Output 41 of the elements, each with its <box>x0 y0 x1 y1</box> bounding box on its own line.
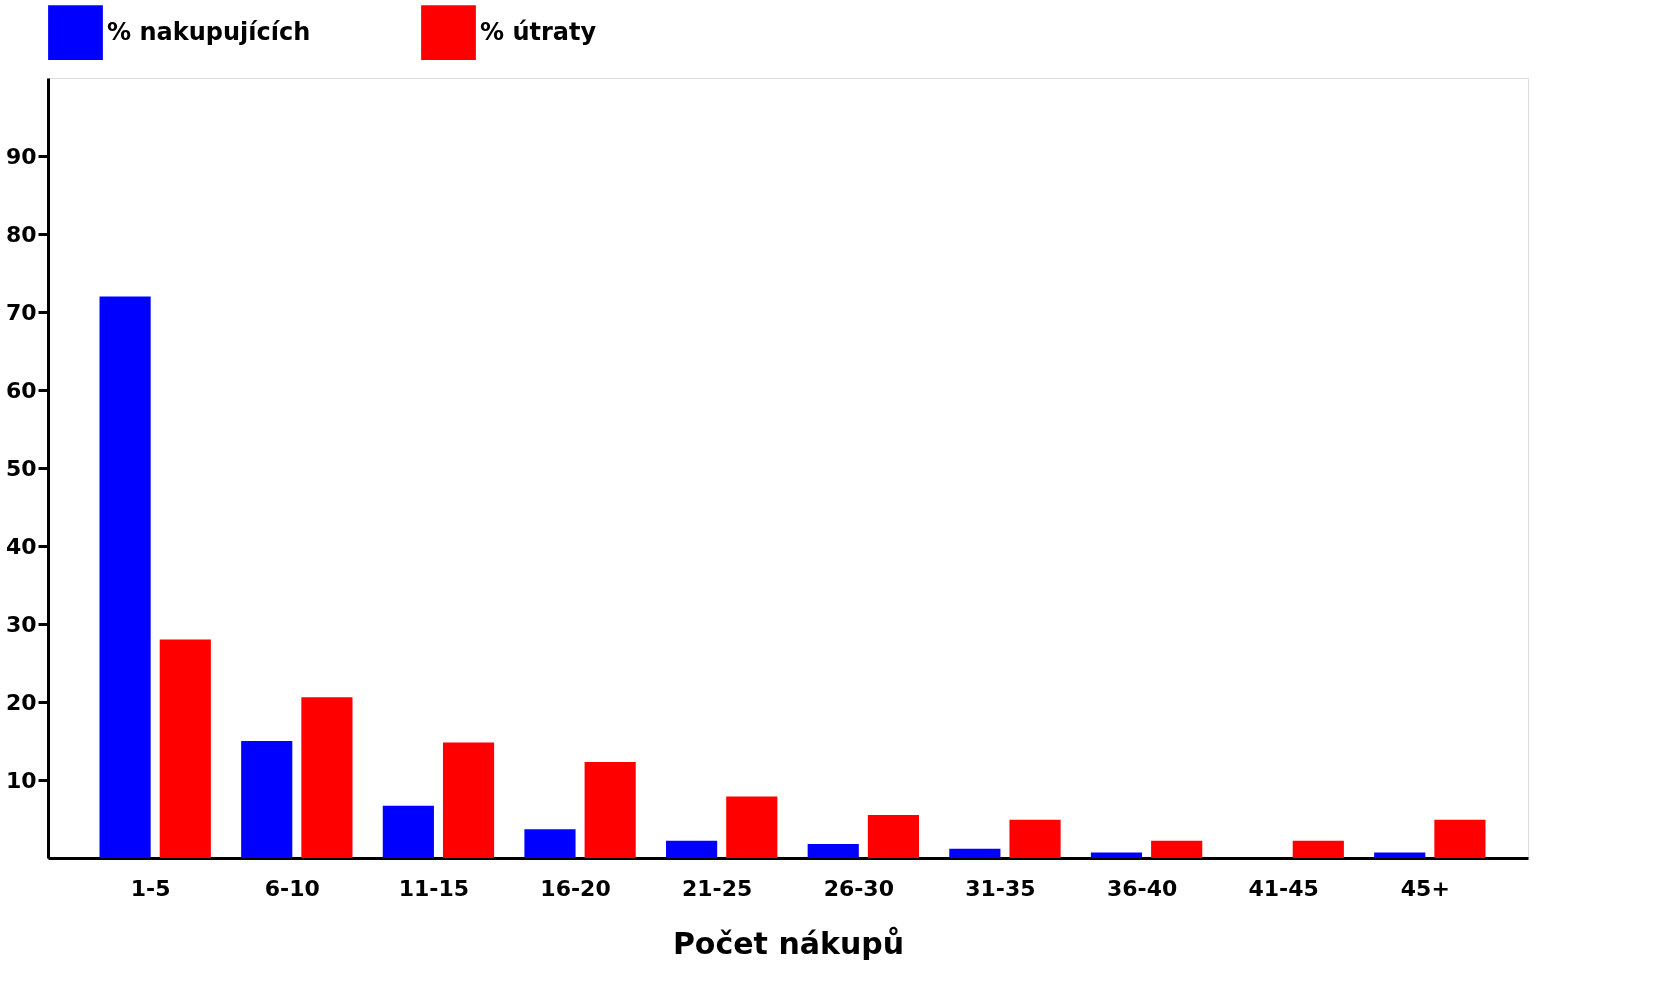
y-tick-label: 50 <box>5 455 37 481</box>
y-tick-label: 10 <box>5 767 37 793</box>
x-tick-label: 41-45 <box>1248 875 1319 901</box>
y-tick-label: 80 <box>5 221 37 247</box>
y-tick-label: 90 <box>5 143 37 169</box>
bar <box>442 742 495 858</box>
x-tick-label: 1-5 <box>130 875 171 901</box>
y-tick-label: 70 <box>5 299 37 325</box>
legend-label: % útraty <box>480 17 597 46</box>
bar <box>807 843 859 858</box>
bar <box>99 296 151 858</box>
x-tick-label: 45+ <box>1400 875 1450 901</box>
bar <box>726 796 778 858</box>
bar <box>666 840 718 858</box>
bar <box>1090 852 1143 858</box>
y-tick-label: 30 <box>5 611 37 637</box>
x-axis-title: Počet nákupů <box>672 925 905 961</box>
y-tick-label: 60 <box>5 377 37 403</box>
bar <box>1374 852 1426 858</box>
x-tick-label: 36-40 <box>1106 875 1178 901</box>
bar <box>382 805 434 858</box>
bar <box>867 815 919 858</box>
bar <box>1009 819 1061 858</box>
x-tick-label: 6-10 <box>264 875 320 901</box>
x-tick-label: 21-25 <box>682 875 753 901</box>
bar <box>1151 840 1203 858</box>
bar <box>1434 819 1486 858</box>
bar <box>584 762 636 858</box>
bar <box>949 848 1001 858</box>
bar <box>159 639 211 858</box>
bar <box>524 829 576 858</box>
x-tick-label: 16-20 <box>540 875 611 901</box>
legend-label: % nakupujících <box>107 17 311 46</box>
x-tick-label: 11-15 <box>398 875 470 901</box>
bar <box>301 697 353 858</box>
y-tick-label: 40 <box>5 533 37 559</box>
bar <box>241 741 293 858</box>
y-tick-label: 20 <box>5 689 37 715</box>
x-tick-label: 26-30 <box>823 875 894 901</box>
x-tick-label: 31-35 <box>965 875 1036 901</box>
bar <box>1292 840 1344 858</box>
